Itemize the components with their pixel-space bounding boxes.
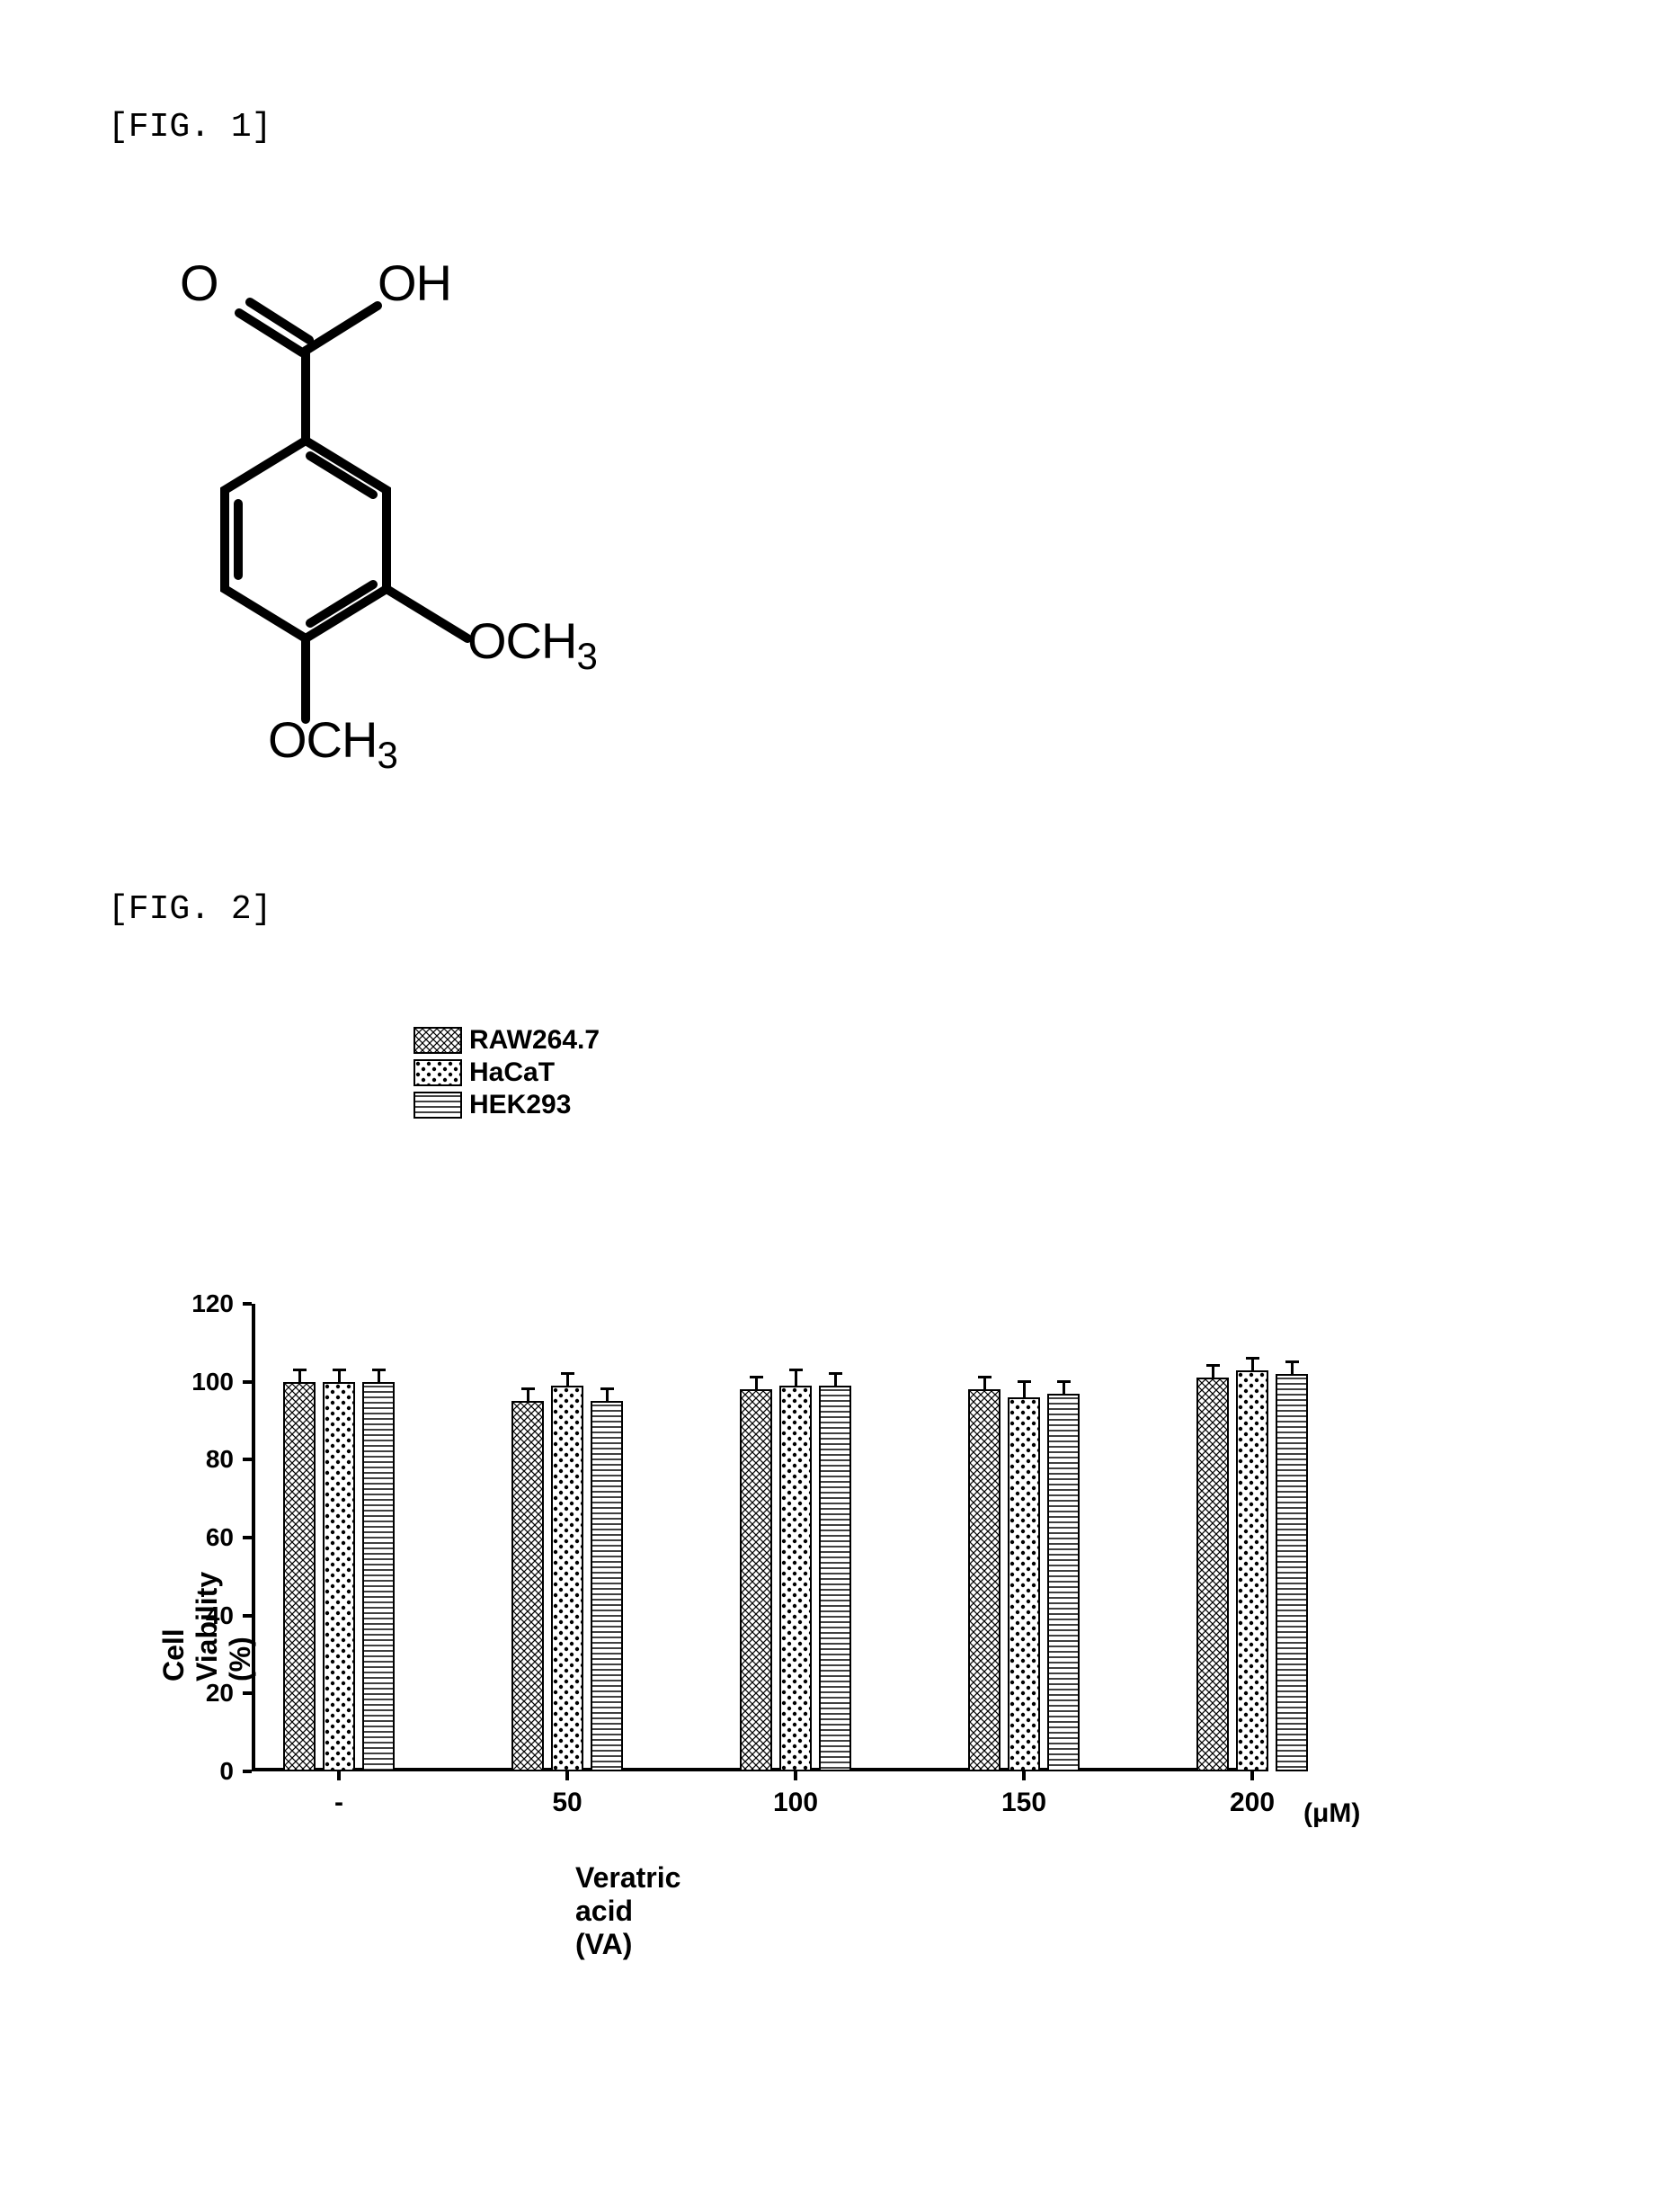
y-tick-label: 100 bbox=[189, 1368, 234, 1396]
error-cap bbox=[1057, 1380, 1071, 1383]
fig2-label: [FIG. 2] bbox=[108, 890, 271, 929]
y-tick-label: 0 bbox=[189, 1757, 234, 1786]
error-cap bbox=[372, 1369, 386, 1371]
bar bbox=[283, 1382, 316, 1771]
error-cap bbox=[1246, 1357, 1259, 1360]
bar bbox=[1047, 1394, 1080, 1771]
error-cap bbox=[600, 1387, 614, 1390]
y-tick bbox=[243, 1380, 252, 1384]
legend-item-raw: RAW264.7 bbox=[414, 1025, 600, 1056]
error-bar bbox=[1251, 1359, 1254, 1370]
y-tick bbox=[243, 1458, 252, 1461]
bar bbox=[968, 1389, 1001, 1771]
y-tick-label: 40 bbox=[189, 1601, 234, 1630]
error-bar bbox=[983, 1378, 986, 1389]
legend-item-hek: HEK293 bbox=[414, 1090, 600, 1120]
error-cap bbox=[561, 1372, 574, 1375]
legend-label: HaCaT bbox=[469, 1057, 555, 1088]
bar bbox=[551, 1386, 583, 1771]
error-bar bbox=[834, 1374, 837, 1386]
error-cap bbox=[1018, 1380, 1031, 1383]
legend-label: RAW264.7 bbox=[469, 1025, 600, 1056]
x-tick-label: 50 bbox=[540, 1788, 594, 1818]
error-bar bbox=[755, 1378, 758, 1389]
x-tick bbox=[565, 1771, 569, 1780]
y-tick bbox=[243, 1770, 252, 1773]
legend-swatch-crosshatch bbox=[414, 1027, 462, 1054]
x-tick-label: - bbox=[312, 1788, 366, 1818]
x-tick-label: 100 bbox=[769, 1788, 823, 1818]
error-bar bbox=[795, 1370, 797, 1386]
bar bbox=[819, 1386, 851, 1771]
x-tick-label: 200 bbox=[1225, 1788, 1279, 1818]
error-bar bbox=[338, 1370, 341, 1382]
error-cap bbox=[333, 1369, 346, 1371]
atom-och3-right: OCH3 bbox=[467, 611, 597, 678]
x-tick bbox=[1250, 1771, 1254, 1780]
error-bar bbox=[1063, 1382, 1065, 1394]
error-cap bbox=[1285, 1360, 1299, 1363]
atom-och3-bottom: OCH3 bbox=[268, 710, 397, 777]
legend-label: HEK293 bbox=[469, 1090, 571, 1120]
y-tick-label: 60 bbox=[189, 1523, 234, 1552]
x-tick bbox=[794, 1771, 797, 1780]
bar bbox=[1008, 1397, 1040, 1771]
error-cap bbox=[293, 1369, 307, 1371]
error-bar bbox=[298, 1370, 301, 1382]
bar bbox=[1276, 1374, 1308, 1771]
bar bbox=[591, 1401, 623, 1771]
y-tick bbox=[243, 1691, 252, 1695]
bar bbox=[1236, 1370, 1268, 1771]
error-cap bbox=[789, 1369, 803, 1371]
error-bar bbox=[527, 1389, 529, 1401]
error-cap bbox=[829, 1372, 842, 1375]
y-tick-label: 80 bbox=[189, 1445, 234, 1474]
error-bar bbox=[566, 1374, 569, 1386]
error-cap bbox=[978, 1376, 992, 1378]
x-axis-label: Veratric acid (VA) bbox=[575, 1861, 680, 1961]
error-bar bbox=[1291, 1362, 1294, 1374]
error-cap bbox=[1206, 1364, 1220, 1367]
error-bar bbox=[1023, 1382, 1026, 1397]
chart-legend: RAW264.7 HaCaT HEK293 bbox=[414, 1025, 600, 1122]
x-unit-label: (μM) bbox=[1303, 1798, 1360, 1829]
legend-swatch-dots bbox=[414, 1059, 462, 1086]
bar bbox=[740, 1389, 772, 1771]
fig1-label: [FIG. 1] bbox=[108, 108, 271, 147]
error-cap bbox=[521, 1387, 535, 1390]
error-bar bbox=[1212, 1366, 1214, 1378]
atom-oh-top: OH bbox=[378, 254, 451, 312]
x-tick bbox=[337, 1771, 341, 1780]
y-tick-label: 20 bbox=[189, 1679, 234, 1708]
chemical-structure: O OH OCH3 OCH3 bbox=[108, 198, 737, 809]
bar bbox=[779, 1386, 812, 1771]
y-tick bbox=[243, 1614, 252, 1618]
y-axis bbox=[252, 1304, 255, 1771]
bar bbox=[323, 1382, 355, 1771]
y-tick bbox=[243, 1302, 252, 1306]
bar bbox=[1196, 1378, 1229, 1771]
error-bar bbox=[378, 1370, 380, 1382]
x-tick bbox=[1022, 1771, 1026, 1780]
bar bbox=[511, 1401, 544, 1771]
error-cap bbox=[750, 1376, 763, 1378]
x-tick-label: 150 bbox=[997, 1788, 1051, 1818]
y-tick-label: 120 bbox=[189, 1289, 234, 1318]
legend-item-hacat: HaCaT bbox=[414, 1057, 600, 1088]
legend-swatch-hlines bbox=[414, 1092, 462, 1119]
bar bbox=[362, 1382, 395, 1771]
plot-area bbox=[252, 1304, 1241, 1771]
atom-o-top: O bbox=[180, 254, 218, 312]
y-tick bbox=[243, 1536, 252, 1539]
error-bar bbox=[606, 1389, 609, 1401]
